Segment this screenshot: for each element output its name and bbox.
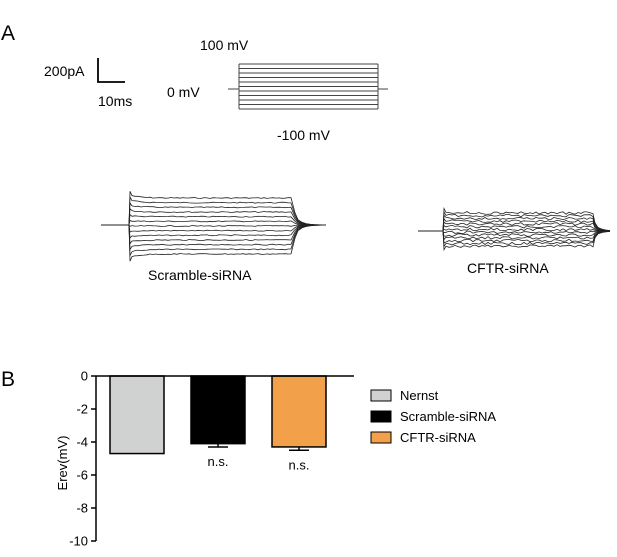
- top-voltage-label: 100 mV: [200, 37, 249, 53]
- current-trace: [418, 206, 611, 232]
- current-trace: [418, 230, 611, 252]
- y-tick-label: -6: [76, 468, 88, 483]
- current-trace: [101, 224, 327, 257]
- current-trace: [418, 217, 611, 232]
- y-tick-label: -10: [69, 534, 88, 549]
- bar: [109, 375, 165, 455]
- current-trace: [418, 227, 611, 232]
- current-trace: [101, 224, 326, 239]
- current-trace: [101, 213, 326, 226]
- current-trace: [418, 221, 611, 232]
- y-tick-label: -2: [76, 402, 88, 417]
- legend: Nernst Scramble-siRNA CFTR-siRNA: [370, 388, 496, 445]
- current-trace: [101, 224, 326, 262]
- significance-label: n.s.: [289, 457, 310, 472]
- legend-swatch: [370, 431, 392, 444]
- legend-label: CFTR-siRNA: [400, 430, 476, 445]
- cftr-traces: [418, 206, 611, 252]
- panel-label-a: A: [1, 22, 15, 45]
- current-trace: [101, 224, 326, 233]
- bars: n.s. n.s.: [96, 375, 354, 472]
- current-trace: [418, 210, 611, 232]
- legend-swatch: [370, 410, 392, 423]
- scramble-traces: [101, 191, 327, 262]
- hold-voltage-label: 0 mV: [167, 84, 200, 100]
- current-trace: [101, 219, 326, 226]
- current-trace: [418, 214, 611, 232]
- current-trace: [101, 207, 326, 226]
- bottom-voltage-label: -100 mV: [277, 127, 331, 143]
- scale-time-label: 10ms: [98, 93, 132, 109]
- legend-label: Scramble-siRNA: [400, 409, 496, 424]
- y-axis-label: Erev(mV): [55, 436, 70, 491]
- y-axis: 0 -2 -4 -6 -8 -10: [69, 369, 97, 549]
- current-trace: [101, 195, 327, 226]
- current-trace: [101, 224, 326, 227]
- legend-label: Nernst: [400, 388, 439, 403]
- current-trace: [418, 230, 611, 237]
- legend-swatch: [370, 389, 392, 402]
- significance-label: n.s.: [208, 454, 229, 469]
- voltage-protocol: [228, 63, 388, 110]
- current-trace: [101, 201, 327, 226]
- current-trace: [418, 230, 611, 241]
- current-trace: [418, 230, 611, 244]
- scramble-trace-label: Scramble-siRNA: [148, 267, 252, 283]
- current-trace: [418, 230, 611, 248]
- bar: [190, 375, 246, 445]
- panel-label-b: B: [1, 368, 15, 391]
- y-tick-label: 0: [81, 369, 88, 384]
- current-trace: [101, 191, 327, 226]
- bar: [271, 375, 327, 448]
- scale-bar: [97, 58, 125, 83]
- y-tick-label: -4: [76, 435, 88, 450]
- current-trace: [418, 230, 611, 234]
- current-trace: [101, 224, 327, 251]
- y-tick-label: -8: [76, 501, 88, 516]
- cftr-trace-label: CFTR-siRNA: [467, 260, 549, 276]
- scale-current-label: 200pA: [44, 63, 85, 79]
- current-trace: [101, 224, 327, 245]
- current-trace: [418, 224, 611, 232]
